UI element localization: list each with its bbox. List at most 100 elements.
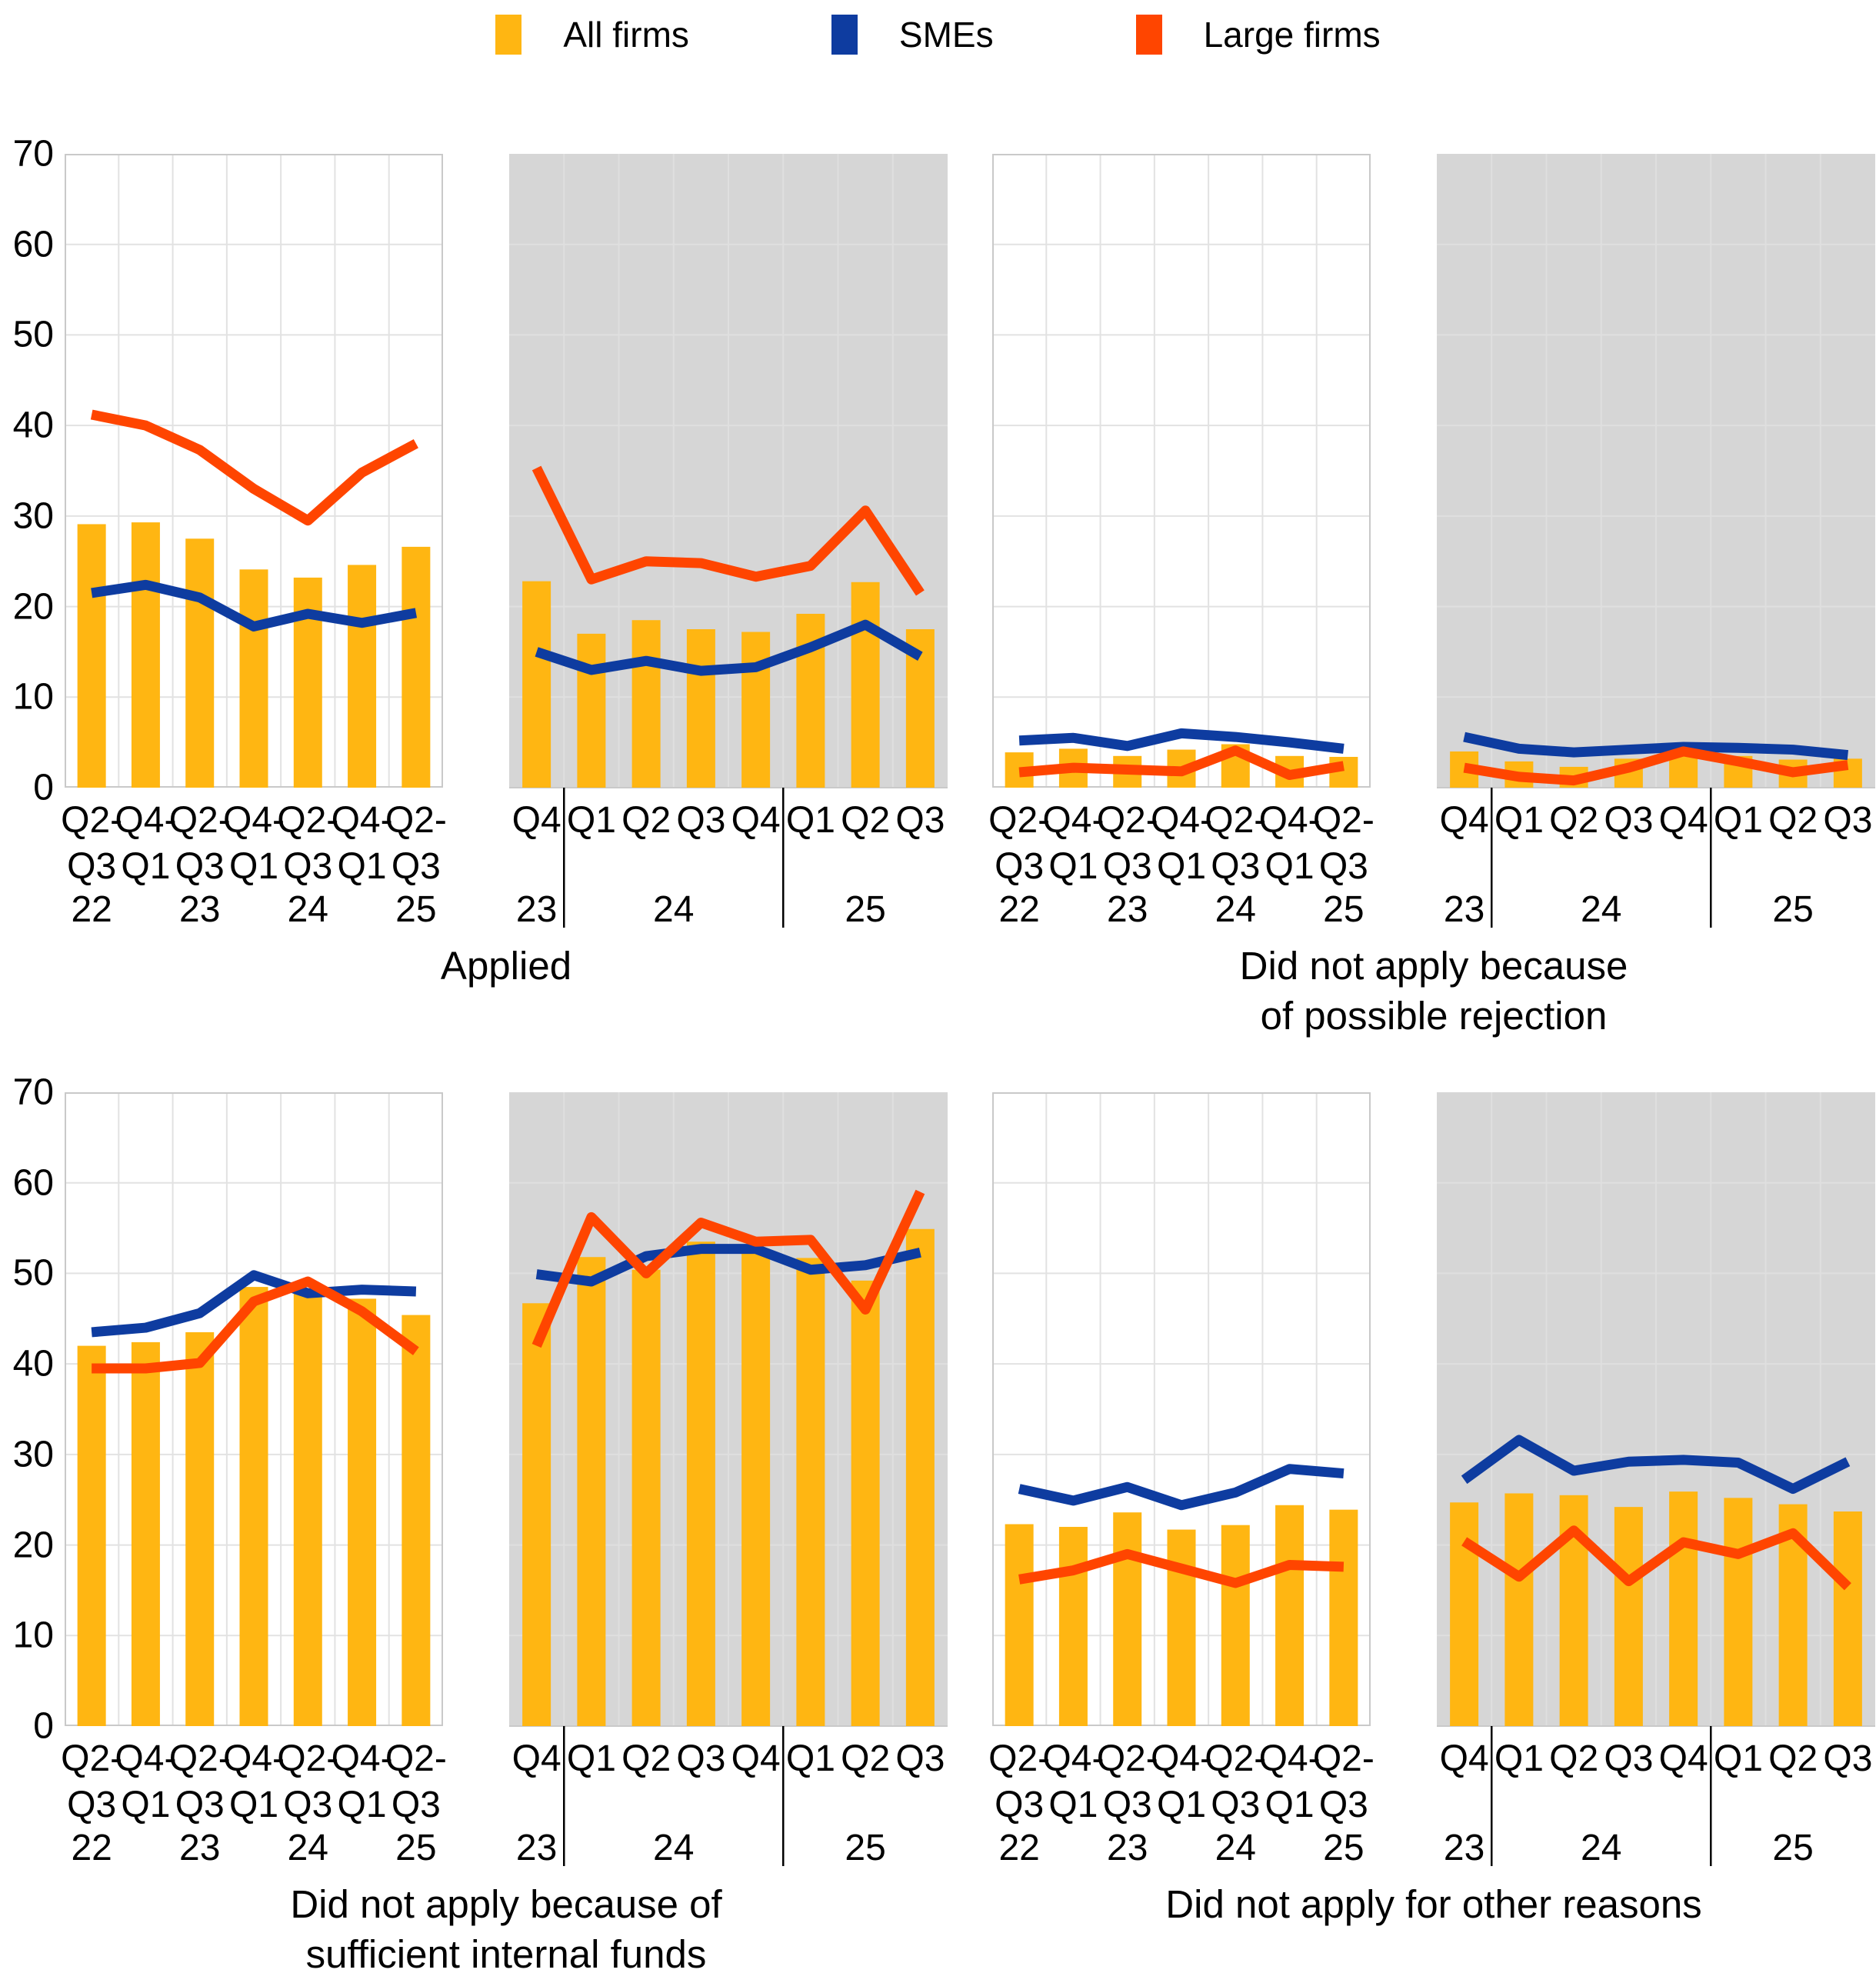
x-tick-label: Q3 [995,846,1044,887]
plot-background [992,154,1371,788]
x-tick-label: Q2- [385,1738,447,1779]
y-tick-20: 20 [12,1525,54,1566]
x-tick-label: Q3 [67,846,116,887]
x-tick-label: Q3 [895,800,945,841]
x-tick-label: Q2- [277,1738,338,1779]
large-firms-swatch-icon [1135,15,1162,55]
x-tick-label: 24 [1581,1828,1621,1868]
bar [402,546,431,788]
x-tick-label: Q4- [223,1738,285,1779]
x-tick-label: Q2- [1313,1738,1375,1779]
bar [796,1258,825,1726]
all-firms-bars [522,1228,935,1726]
x-tick-label: Q1 [338,1785,387,1825]
panel-title-internal-funds: Did not apply because of sufficient inte… [290,1882,722,1976]
bar [1005,1524,1034,1726]
x-tick-label: Q2- [1313,800,1375,841]
all-firms-bars [1450,1491,1862,1726]
bar [577,633,606,788]
large-firms-line [1018,1548,1345,1588]
large-firms-line [1461,1525,1851,1591]
bar [239,1287,268,1726]
y-axis-top-row: 70 60 50 40 30 20 10 0 [5,134,65,808]
x-tick-label: 22 [71,1828,112,1868]
x-tick-label: Q1 [1714,800,1763,841]
smes-line [1018,728,1345,754]
bar [348,565,377,788]
smes-line [91,1270,417,1338]
x-tick-label: 22 [998,1828,1039,1868]
legend-label-all-firms: All firms [563,15,689,55]
large-firms-line [531,465,925,596]
x-tick-label: Q4 [1440,800,1489,841]
x-tick-label: Q2- [277,800,338,841]
y-tick-0: 0 [33,1705,54,1747]
x-tick-label: Q2- [61,800,122,841]
x-tick-label: Q1 [786,1738,835,1779]
y-tick-40: 40 [12,405,54,446]
x-tick-label: 23 [516,1828,557,1868]
x-tick-label: Q4- [1042,1738,1104,1779]
x-tick-label: Q2 [1768,800,1818,841]
x-tick-label: Q2- [1097,800,1158,841]
x-tick-label: Q1 [229,1785,278,1825]
x-tick-label: Q3 [1823,800,1872,841]
x-tick-label: Q3 [283,1785,332,1825]
panel-title-possible-rejection: Did not apply because of possible reject… [1239,944,1628,1038]
y-tick-10: 10 [12,676,54,718]
bar [741,632,771,788]
bar [522,581,551,788]
x-tick-label: 24 [1215,889,1256,930]
x-tick-label: Q1 [121,1785,170,1825]
bar [1614,1507,1643,1726]
group-applied: Q2- Q4- Q2- Q4- Q2- Q4- Q2- Q3 Q1 Q3 Q1 Q3 Q1 Q3 22 23 2… [61,154,948,1045]
x-tick-label: Q1 [1265,1785,1315,1825]
bar [851,1280,880,1726]
x-tick-label: Q2 [841,1738,890,1779]
x-tick-label: Q4 [731,1738,781,1779]
x-tick-label: Q2- [1097,1738,1158,1779]
legend-label-large-firms: Large firms [1203,15,1381,55]
x-tick-label: Q4- [332,800,393,841]
bar [402,1315,431,1726]
bar [1833,1511,1862,1726]
smes-line [535,619,923,676]
x-tick-label: 24 [1215,1828,1256,1868]
group-other-reasons: Q2- Q4- Q2- Q4- Q2- Q4- Q2- Q3 Q1 Q3 Q1 Q3 Q1 Q3 22 23 2… [988,1092,1875,1983]
x-tick-label: 25 [1772,889,1813,930]
x-tick-label: 24 [1581,889,1621,930]
bar [1329,1509,1358,1726]
x-tick-label: Q2- [1205,1738,1266,1779]
y-tick-50: 50 [12,1252,54,1294]
bar [522,1303,551,1726]
bar [131,522,160,788]
y-axis-bottom-row: 70 60 50 40 30 20 10 0 [5,1072,65,1747]
x-tick-label: Q4- [223,800,285,841]
x-tick-label: Q1 [1714,1738,1763,1779]
y-tick-70: 70 [12,1071,54,1113]
panel-title-other-reasons: Did not apply for other reasons [1165,1882,1702,1926]
x-tick-label: 24 [288,1828,328,1868]
bar [686,1241,715,1726]
smes-line [1461,1435,1851,1495]
bar [1113,1512,1142,1726]
x-tick-label: Q1 [567,800,616,841]
x-tick-label: Q3 [392,1785,441,1825]
smes-line [1018,1464,1345,1511]
x-tick-label: Q1 [338,846,387,887]
x-tick-label: Q1 [1048,1785,1098,1825]
bar [577,1257,606,1726]
y-tick-30: 30 [12,1434,54,1475]
x-tick-label: Q1 [121,846,170,887]
x-tick-label: Q2- [988,800,1050,841]
x-tick-label: Q4 [1440,1738,1489,1779]
all-firms-swatch-icon [495,15,522,55]
x-tick-label: Q3 [1823,1738,1872,1779]
bar [77,1345,106,1726]
bar [1504,1493,1534,1726]
bar [686,629,715,788]
x-tick-label: Q4 [1659,800,1708,841]
